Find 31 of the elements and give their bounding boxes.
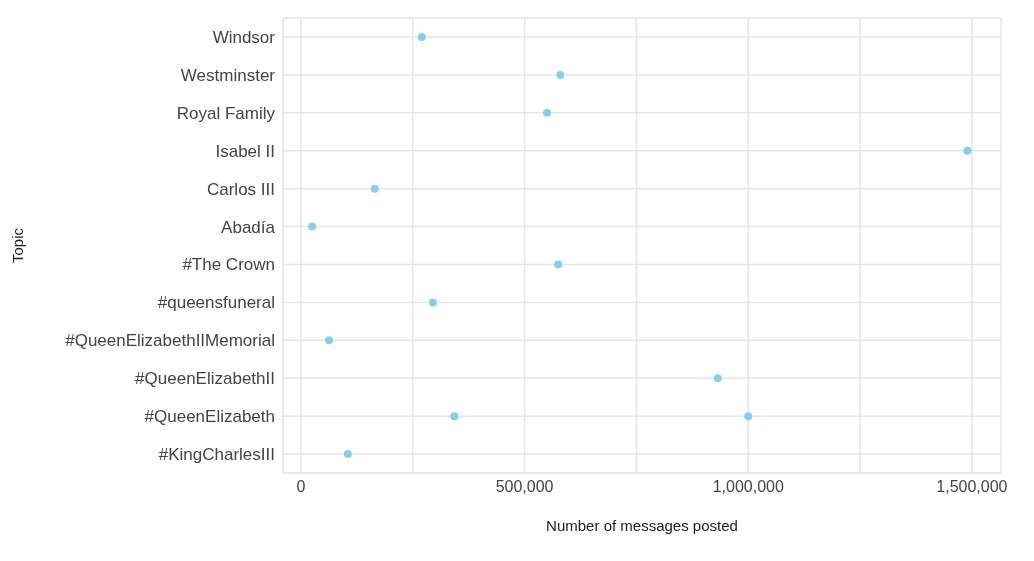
y-tick-label: Westminster bbox=[180, 65, 276, 85]
x-tick-label: 0 bbox=[296, 478, 306, 496]
text: 500,000 bbox=[495, 478, 554, 496]
y-tick-label: Windsor bbox=[212, 27, 276, 47]
x-tick-label: 1,500,000 bbox=[936, 478, 1008, 496]
point bbox=[428, 298, 437, 307]
y-tick-label: Abadía bbox=[221, 217, 276, 237]
point bbox=[325, 336, 334, 345]
y-tick-label: Royal Family bbox=[176, 103, 276, 123]
point bbox=[542, 108, 551, 117]
y-tick-label: #QueenElizabethIIMemorial bbox=[65, 331, 275, 351]
y-tick-label: #queensfuneral bbox=[157, 293, 275, 313]
x-axis-title: Number of messages posted bbox=[546, 517, 738, 534]
y-tick-label: #QueenElizabeth bbox=[144, 407, 275, 427]
y-tick-label: Carlos III bbox=[206, 179, 275, 199]
y-tick-label: #The Crown bbox=[182, 255, 275, 275]
y-tick-label: #KingCharlesIII bbox=[158, 445, 275, 465]
point bbox=[744, 412, 753, 421]
point bbox=[713, 374, 722, 383]
x-tick-label: 1,000,000 bbox=[712, 478, 784, 496]
point bbox=[963, 146, 972, 155]
point bbox=[554, 260, 563, 269]
point bbox=[417, 32, 426, 41]
point bbox=[343, 450, 352, 459]
point bbox=[370, 184, 379, 193]
point bbox=[308, 222, 317, 231]
y-tick-label: #QueenElizabethII bbox=[135, 369, 275, 389]
point bbox=[556, 70, 565, 79]
y-axis-title: Topic bbox=[9, 227, 27, 264]
point bbox=[450, 412, 459, 421]
y-tick-label: Isabel II bbox=[215, 141, 275, 161]
